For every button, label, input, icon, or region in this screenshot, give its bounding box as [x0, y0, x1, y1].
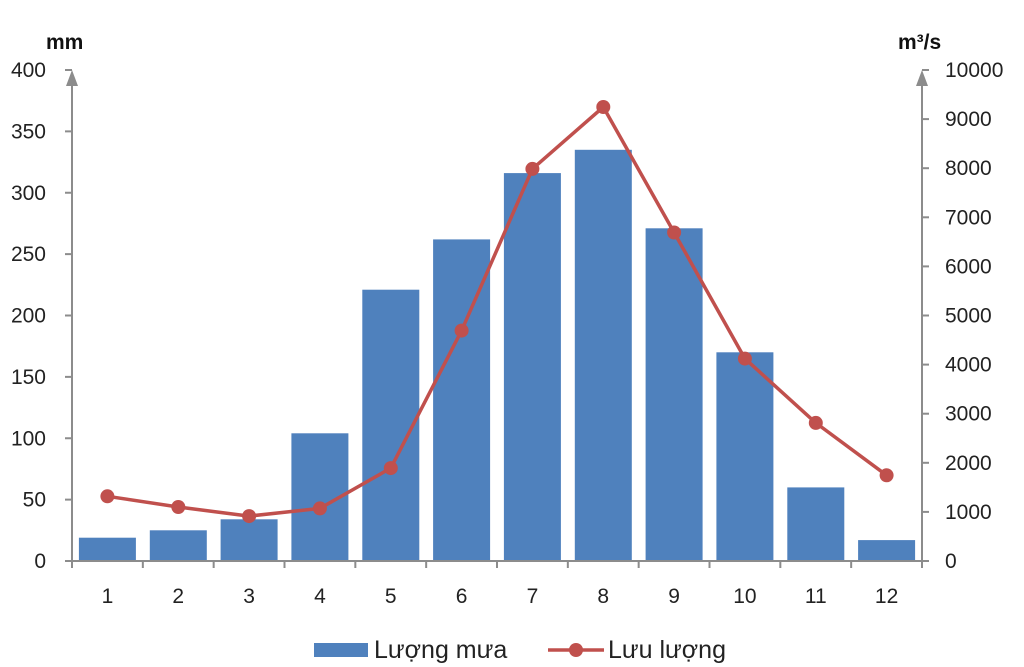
right-tick-label: 0 — [945, 550, 957, 573]
line-point-month-11 — [808, 415, 823, 430]
x-tick-label: 9 — [668, 585, 680, 608]
x-tick-label: 10 — [733, 585, 756, 608]
left-axis-unit: mm — [46, 31, 83, 54]
bar-month-6 — [433, 239, 491, 561]
left-tick-label: 350 — [11, 120, 46, 143]
bar-month-5 — [362, 289, 420, 561]
left-tick-label: 400 — [11, 59, 46, 82]
right-tick-label: 4000 — [945, 354, 992, 377]
line-point-month-10 — [737, 351, 752, 366]
legend-bar-swatch — [314, 643, 368, 657]
legend-label-luu-luong: Lưu lượng — [608, 636, 726, 664]
left-tick-label: 0 — [34, 550, 46, 573]
bar-month-9 — [645, 228, 703, 562]
legend-label-luong-mua: Lượng mưa — [374, 636, 507, 664]
bars-layer — [78, 149, 916, 562]
line-series-luu-luong — [107, 105, 888, 518]
line-layer — [100, 100, 894, 524]
right-tick-label: 7000 — [945, 206, 992, 229]
right-tick-label: 8000 — [945, 157, 992, 180]
x-tick-label: 8 — [597, 585, 609, 608]
x-tick-label: 2 — [172, 585, 184, 608]
x-tick-label: 12 — [875, 585, 898, 608]
bar-month-11 — [787, 487, 845, 561]
line-point-month-7 — [525, 161, 540, 176]
line-point-month-12 — [879, 468, 894, 483]
right-tick-label: 3000 — [945, 403, 992, 426]
bar-month-7 — [503, 173, 561, 561]
legend: Lượng mưa Lưu lượng — [314, 636, 726, 664]
left-tick-label: 150 — [11, 366, 46, 389]
x-tick-label: 11 — [805, 585, 827, 608]
line-point-month-6 — [454, 323, 469, 338]
right-axis-arrow-icon — [916, 70, 928, 86]
line-point-month-8 — [596, 100, 611, 114]
bar-month-3 — [220, 519, 278, 561]
bar-month-10 — [716, 352, 774, 561]
bar-month-1 — [78, 537, 136, 561]
left-tick-label: 100 — [11, 427, 46, 450]
axes-layer — [65, 69, 929, 568]
x-tick-label: 7 — [527, 585, 539, 608]
left-axis-arrow-icon — [66, 70, 78, 86]
left-tick-label: 200 — [11, 305, 46, 328]
right-tick-label: 2000 — [945, 452, 992, 475]
line-point-month-5 — [383, 461, 398, 476]
right-tick-label: 6000 — [945, 255, 992, 278]
line-point-month-3 — [242, 509, 257, 524]
x-tick-label: 4 — [314, 585, 326, 608]
left-tick-label: 300 — [11, 182, 46, 205]
line-point-month-9 — [667, 225, 682, 240]
x-tick-label: 1 — [102, 585, 114, 608]
labels-layer: 0501001502002503003504000100020003000400… — [11, 31, 1003, 608]
line-point-month-1 — [100, 489, 115, 504]
right-tick-label: 10000 — [945, 59, 1003, 82]
x-tick-label: 3 — [243, 585, 255, 608]
x-tick-label: 5 — [385, 585, 397, 608]
right-tick-label: 9000 — [945, 108, 992, 131]
right-axis-unit: m³/s — [898, 31, 941, 54]
line-point-month-4 — [312, 501, 327, 516]
right-tick-label: 5000 — [945, 305, 992, 328]
left-tick-label: 50 — [23, 489, 46, 512]
bar-month-8 — [574, 149, 632, 562]
bar-month-2 — [149, 530, 207, 561]
right-tick-label: 1000 — [945, 501, 992, 524]
x-tick-label: 6 — [456, 585, 468, 608]
left-tick-label: 250 — [11, 243, 46, 266]
line-point-month-2 — [171, 500, 186, 514]
bar-month-12 — [858, 540, 916, 561]
legend-marker-icon — [569, 643, 583, 657]
